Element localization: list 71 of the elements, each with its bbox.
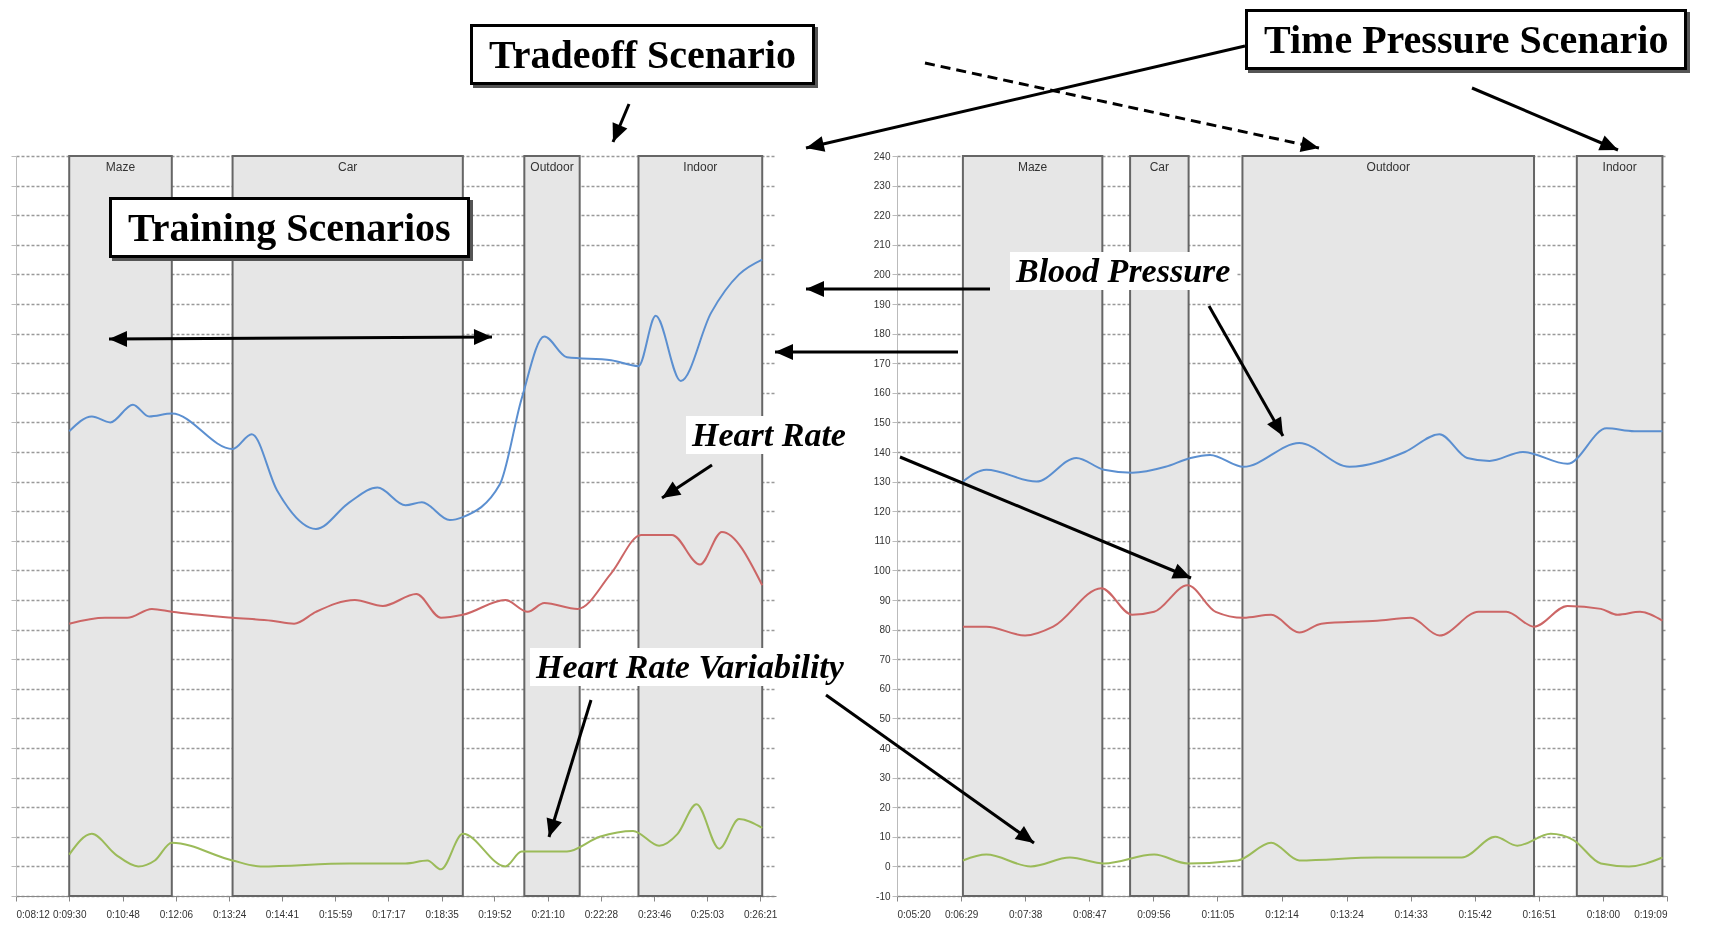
y-tick-label: 210 <box>873 239 891 251</box>
x-tick-label: 0:05:20 <box>897 908 932 920</box>
band-label: Indoor <box>683 160 718 174</box>
y-tick-label: 70 <box>879 653 891 665</box>
line-series <box>961 832 1664 868</box>
x-tick-label: 0:15:59 <box>318 908 353 920</box>
y-tick-label: 20 <box>879 801 891 813</box>
line-series <box>961 427 1664 483</box>
x-tick-label: 0:14:41 <box>265 908 300 920</box>
band-label: Car <box>1149 160 1170 174</box>
annotation: Training Scenarios <box>109 197 470 258</box>
y-tick-label: 150 <box>873 416 891 428</box>
x-tick-label: 0:12:06 <box>159 908 194 920</box>
y-tick-label: 220 <box>873 209 891 221</box>
band-label: Indoor <box>1602 160 1637 174</box>
x-tick-label: 0:19:52 <box>478 908 512 920</box>
band-label: Car <box>338 160 358 174</box>
band-label: Outdoor <box>530 160 574 174</box>
text: Tradeoff Scenario <box>470 24 815 85</box>
y-tick-label: -10 <box>876 890 891 902</box>
y-tick-label: 60 <box>879 683 891 695</box>
x-tick-label: 0:06:29 <box>944 908 979 920</box>
x-tick-label: 0:18:35 <box>425 908 460 920</box>
x-tick-label: 0:14:33 <box>1394 908 1429 920</box>
y-tick-label: 130 <box>873 476 891 488</box>
x-tick-label: 0:09:56 <box>1137 908 1171 920</box>
annotation: Blood Pressure <box>1010 252 1237 290</box>
annotation: Heart Rate <box>686 416 852 454</box>
annotation: Heart Rate Variability <box>530 648 850 686</box>
y-tick-label: 80 <box>879 624 891 636</box>
y-tick-label: 240 <box>873 150 891 162</box>
y-tick-label: 170 <box>873 357 891 369</box>
y-tick-label: 100 <box>873 564 891 576</box>
x-tick-label: 0:11:05 <box>1201 908 1235 920</box>
line-series <box>961 584 1664 637</box>
y-tick-label: 10 <box>879 831 891 843</box>
x-tick-label: 0:15:42 <box>1458 908 1493 920</box>
y-tick-label: 190 <box>873 298 891 310</box>
x-tick-label: 0:18:00 <box>1586 908 1621 920</box>
x-tick-label: 0:09:30 <box>53 908 87 920</box>
band-label: Maze <box>105 160 136 174</box>
x-tick-label: 0:21:10 <box>531 908 566 920</box>
y-tick-label: 0 <box>884 860 891 872</box>
x-tick-label: 0:26:21 <box>743 908 778 920</box>
x-tick-label: 0:07:38 <box>1008 908 1043 920</box>
x-tick-label: 0:22:28 <box>584 908 619 920</box>
x-tick-label: 0:13:24 <box>213 908 247 920</box>
x-tick-label: 0:08:47 <box>1073 908 1107 920</box>
x-tick-label: 0:13:24 <box>1330 908 1365 920</box>
x-tick-label: 0:19:09 <box>1634 908 1668 920</box>
y-tick-label: 30 <box>879 772 891 784</box>
x-tick-label: 0:16:51 <box>1522 908 1557 920</box>
y-tick-label: 180 <box>873 328 891 340</box>
x-tick-label: 0:23:46 <box>638 908 672 920</box>
text: Time Pressure Scenario <box>1245 9 1688 70</box>
x-tick-label: 0:08:12 <box>16 908 51 920</box>
x-tick-label: 0:12:14 <box>1265 908 1300 920</box>
y-tick-label: 230 <box>873 180 891 192</box>
y-tick-label: 50 <box>879 712 891 724</box>
y-tick-label: 110 <box>874 535 891 547</box>
band-label: Maze <box>1017 160 1048 174</box>
y-tick-label: 120 <box>873 505 891 517</box>
y-tick-label: 160 <box>873 387 891 399</box>
x-tick-label: 0:10:48 <box>106 908 141 920</box>
band-label: Outdoor <box>1366 160 1410 174</box>
y-tick-label: 140 <box>873 446 891 458</box>
y-tick-label: 40 <box>879 742 891 754</box>
x-tick-label: 0:17:17 <box>372 908 407 920</box>
x-tick-label: 0:25:03 <box>690 908 725 920</box>
y-tick-label: 200 <box>873 268 891 280</box>
y-tick-label: 90 <box>879 594 891 606</box>
